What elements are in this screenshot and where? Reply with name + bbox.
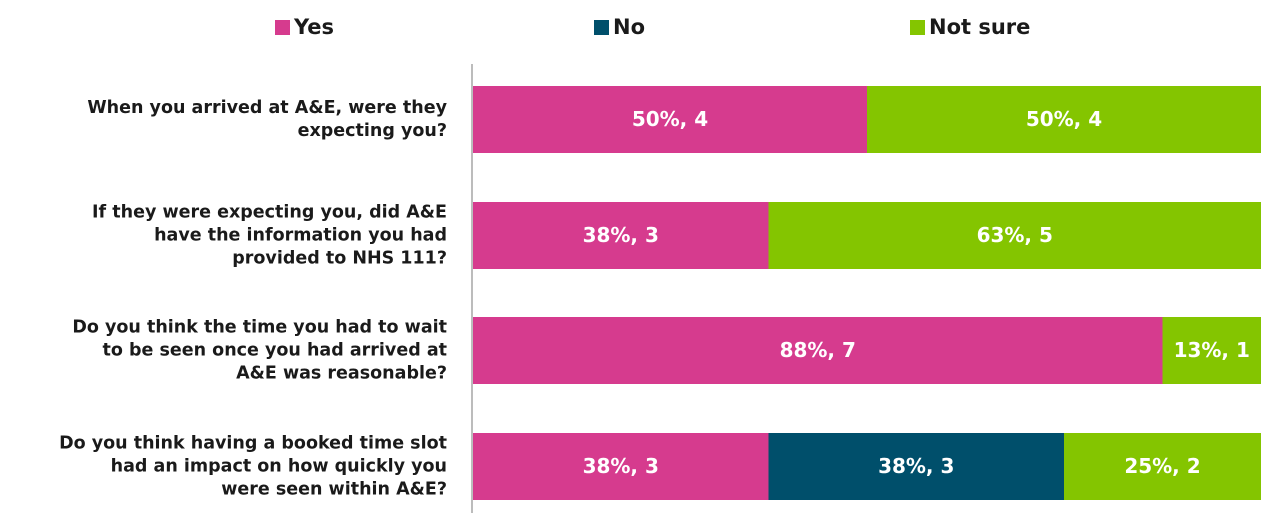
- bar-yes-0: [473, 86, 867, 153]
- data-label-yes-0: 50%, 4: [632, 107, 708, 131]
- category-label-3-line-1: had an impact on how quickly you: [111, 457, 447, 477]
- bar-yes-2: [473, 317, 1163, 384]
- bar-yes-1: [473, 202, 769, 269]
- data-label-yes-1: 38%, 3: [583, 223, 659, 247]
- legend-swatch-1: [594, 20, 609, 35]
- legend: Yes No Not sure: [275, 15, 1030, 39]
- category-label-1-line-2: provided to NHS 111?: [232, 249, 447, 269]
- legend-swatch-0: [275, 20, 290, 35]
- category-label-0-line-0: When you arrived at A&E, were they: [87, 98, 447, 118]
- bar-not-sure-2: [1162, 317, 1261, 384]
- legend-label-0: Yes: [293, 15, 334, 39]
- data-label-not-sure-0: 50%, 4: [1026, 107, 1102, 131]
- category-label-2-line-2: A&E was reasonable?: [236, 364, 447, 384]
- data-label-not-sure-3: 25%, 2: [1124, 454, 1200, 478]
- category-labels: When you arrived at A&E, were they expect…: [59, 98, 447, 500]
- bar-not-sure-1: [768, 202, 1261, 269]
- category-label-1-line-1: have the information you had: [154, 226, 447, 246]
- category-label-0-line-1: expecting you?: [298, 121, 447, 141]
- bar-yes-3: [473, 433, 769, 500]
- legend-label-2: Not sure: [929, 15, 1030, 39]
- category-label-2-line-0: Do you think the time you had to wait: [72, 318, 447, 338]
- legend-swatch-2: [910, 20, 925, 35]
- bar-not-sure-0: [867, 86, 1261, 153]
- bars: 50%, 4 50%, 4 38%, 3 63%, 5 88%, 7 13%, 1 38%,…: [473, 86, 1261, 500]
- category-label-3-line-2: were seen within A&E?: [221, 480, 447, 500]
- data-label-yes-3: 38%, 3: [583, 454, 659, 478]
- data-label-yes-2: 88%, 7: [780, 338, 856, 362]
- category-label-1-line-0: If they were expecting you, did A&E: [92, 203, 447, 223]
- data-label-not-sure-2: 13%, 1: [1174, 338, 1250, 362]
- category-label-3-line-0: Do you think having a booked time slot: [59, 434, 447, 454]
- legend-label-1: No: [613, 15, 645, 39]
- data-label-no-3: 38%, 3: [878, 454, 954, 478]
- bar-not-sure-3: [1064, 433, 1261, 500]
- bar-no-3: [768, 433, 1064, 500]
- category-label-2-line-1: to be seen once you had arrived at: [103, 341, 448, 361]
- data-label-not-sure-1: 63%, 5: [977, 223, 1053, 247]
